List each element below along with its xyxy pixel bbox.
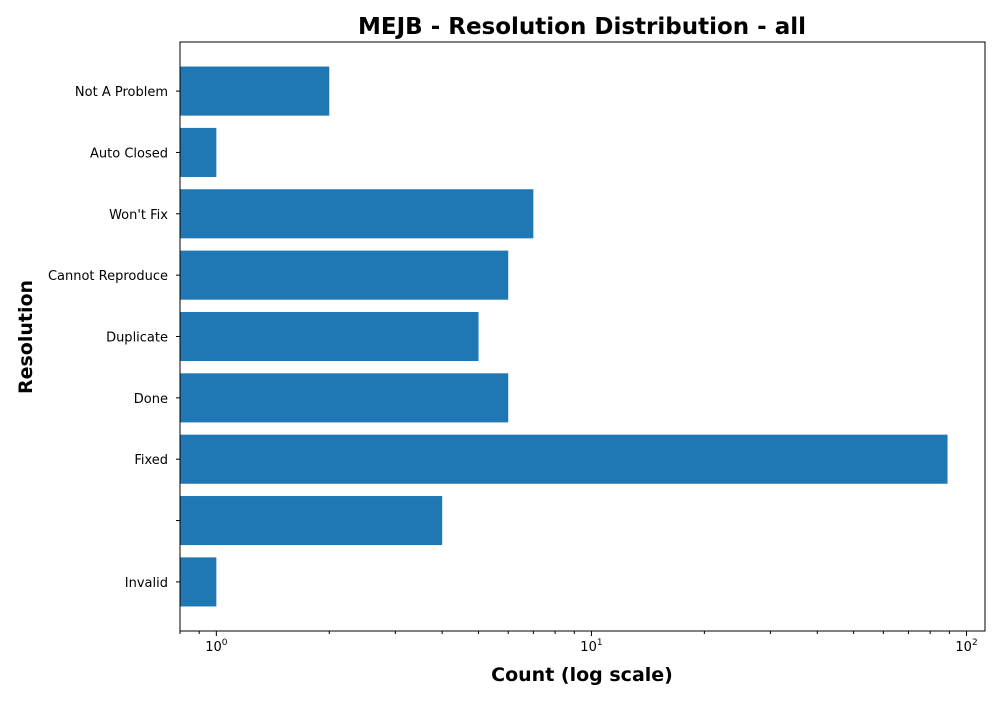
bar-auto-closed xyxy=(180,127,217,177)
y-axis: Not A Problem Auto Closed Won't Fix Cannot … xyxy=(48,85,180,591)
y-axis-label: Resolution xyxy=(15,280,37,394)
bars-group xyxy=(180,66,948,607)
bar-blank xyxy=(180,496,443,546)
x-axis: 100 101 102 xyxy=(179,631,978,655)
bar-done xyxy=(180,373,509,423)
bar-not-a-problem xyxy=(180,66,330,116)
y-tick-label: Duplicate xyxy=(106,331,168,346)
bar-duplicate xyxy=(180,311,479,362)
x-tick-label: 100 xyxy=(205,638,228,655)
y-tick-label: Not A Problem xyxy=(75,85,168,100)
bar-fixed xyxy=(180,434,948,484)
y-tick-label: Invalid xyxy=(125,576,168,591)
y-tick-label: Won't Fix xyxy=(109,208,168,223)
x-axis-label: Count (log scale) xyxy=(491,664,673,686)
chart-title: MEJB - Resolution Distribution - all xyxy=(358,14,806,40)
y-tick-label: Auto Closed xyxy=(90,146,168,161)
x-tick-label: 101 xyxy=(580,638,602,655)
y-tick-label: Done xyxy=(134,392,168,407)
bar-won-t-fix xyxy=(180,189,534,239)
bar-cannot-reproduce xyxy=(180,250,509,300)
y-tick-label: Fixed xyxy=(134,453,168,468)
x-tick-label: 102 xyxy=(955,638,977,655)
y-tick-label: Cannot Reproduce xyxy=(48,269,168,284)
bar-invalid xyxy=(180,557,217,607)
